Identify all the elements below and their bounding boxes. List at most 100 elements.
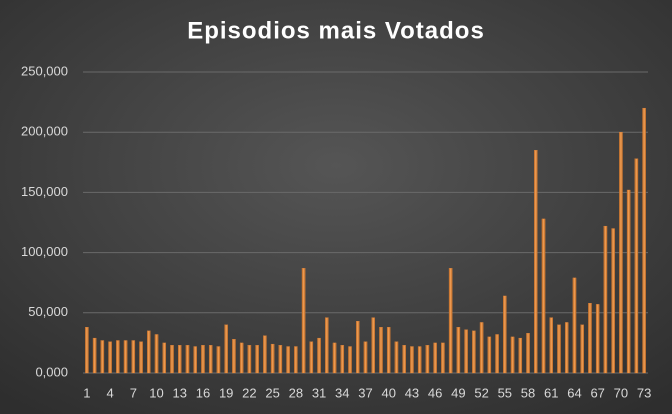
x-tick-label: 28 — [289, 385, 303, 400]
bar — [139, 341, 143, 374]
bar — [503, 295, 507, 374]
bar — [100, 340, 105, 374]
x-tick-label: 37 — [358, 385, 372, 400]
bar — [526, 333, 530, 374]
x-tick-label: 31 — [312, 385, 326, 400]
bar — [495, 334, 499, 374]
bar — [92, 337, 97, 374]
bar — [356, 321, 360, 374]
bar — [332, 342, 337, 374]
x-tick-label: 55 — [498, 385, 512, 400]
bar — [510, 336, 515, 374]
bar — [456, 327, 461, 374]
bar — [232, 339, 236, 374]
bar — [634, 158, 639, 374]
bar — [108, 341, 112, 374]
bar — [147, 330, 151, 374]
bar — [464, 329, 468, 374]
x-tick-label: 34 — [335, 385, 349, 400]
x-tick-label: 1 — [83, 385, 90, 400]
bar — [472, 330, 476, 374]
bar — [278, 345, 283, 374]
bar — [201, 345, 205, 374]
y-tick-label: 50,000 — [28, 304, 68, 319]
bar — [247, 345, 252, 374]
bar — [325, 317, 329, 374]
bar — [541, 218, 546, 374]
bar — [263, 335, 267, 374]
bar — [286, 346, 290, 374]
x-tick-label: 58 — [521, 385, 535, 400]
bar — [603, 225, 608, 374]
x-tick-label: 19 — [219, 385, 233, 400]
x-tick-label: 70 — [614, 385, 628, 400]
bar — [294, 346, 298, 374]
bar — [572, 277, 577, 374]
bar — [580, 324, 584, 374]
bar — [386, 327, 391, 374]
bar — [131, 340, 136, 374]
x-tick-label: 52 — [474, 385, 488, 400]
bar — [185, 345, 190, 374]
bar — [410, 346, 414, 374]
bar — [402, 345, 406, 374]
bar — [162, 342, 167, 374]
y-tick-label: 150,000 — [21, 184, 68, 199]
bar — [557, 324, 561, 374]
bar — [433, 342, 437, 374]
x-tick-label: 7 — [130, 385, 137, 400]
bar — [193, 346, 197, 374]
x-tick-label: 67 — [590, 385, 604, 400]
y-tick-label: 100,000 — [21, 244, 68, 259]
bar — [224, 324, 228, 374]
bar — [379, 327, 383, 374]
x-tick-label: 64 — [567, 385, 581, 400]
y-tick-label: 250,000 — [21, 63, 68, 78]
bar — [340, 345, 345, 374]
x-tick-label: 13 — [173, 385, 187, 400]
bar — [363, 341, 368, 374]
bar — [642, 107, 646, 374]
bar — [564, 322, 569, 374]
x-tick-label: 46 — [428, 385, 442, 400]
x-tick-label: 10 — [149, 385, 163, 400]
y-tick-label: 200,000 — [21, 124, 68, 139]
bar — [417, 346, 422, 374]
bar — [170, 345, 174, 374]
x-tick-label: 40 — [381, 385, 395, 400]
bar — [394, 341, 399, 374]
bar — [448, 268, 453, 374]
bar — [177, 345, 182, 374]
x-tick-label: 43 — [405, 385, 419, 400]
x-tick-label: 22 — [242, 385, 256, 400]
x-tick-label: 4 — [106, 385, 113, 400]
x-tick-label: 73 — [637, 385, 651, 400]
bar — [549, 317, 554, 374]
bar — [317, 337, 321, 374]
bar — [487, 336, 492, 374]
bar — [301, 268, 306, 374]
bar — [348, 346, 352, 374]
bar — [371, 317, 375, 374]
bar — [270, 343, 275, 374]
bar — [85, 327, 89, 374]
bar — [518, 337, 523, 374]
bar — [425, 345, 430, 374]
bar — [309, 341, 314, 374]
bar — [479, 322, 484, 374]
bar — [611, 228, 615, 374]
x-tick-label: 61 — [544, 385, 558, 400]
x-tick-label: 49 — [451, 385, 465, 400]
bar — [619, 132, 623, 374]
bar — [588, 303, 592, 374]
bar — [534, 150, 538, 374]
bar — [116, 340, 120, 374]
y-tick-label: 0,000 — [35, 364, 68, 379]
chart-title: Episodios mais Votados — [187, 17, 485, 44]
x-tick-label: 16 — [196, 385, 210, 400]
bar — [154, 334, 159, 374]
bar — [123, 340, 128, 374]
bar — [441, 342, 445, 374]
x-tick-label: 25 — [265, 385, 279, 400]
